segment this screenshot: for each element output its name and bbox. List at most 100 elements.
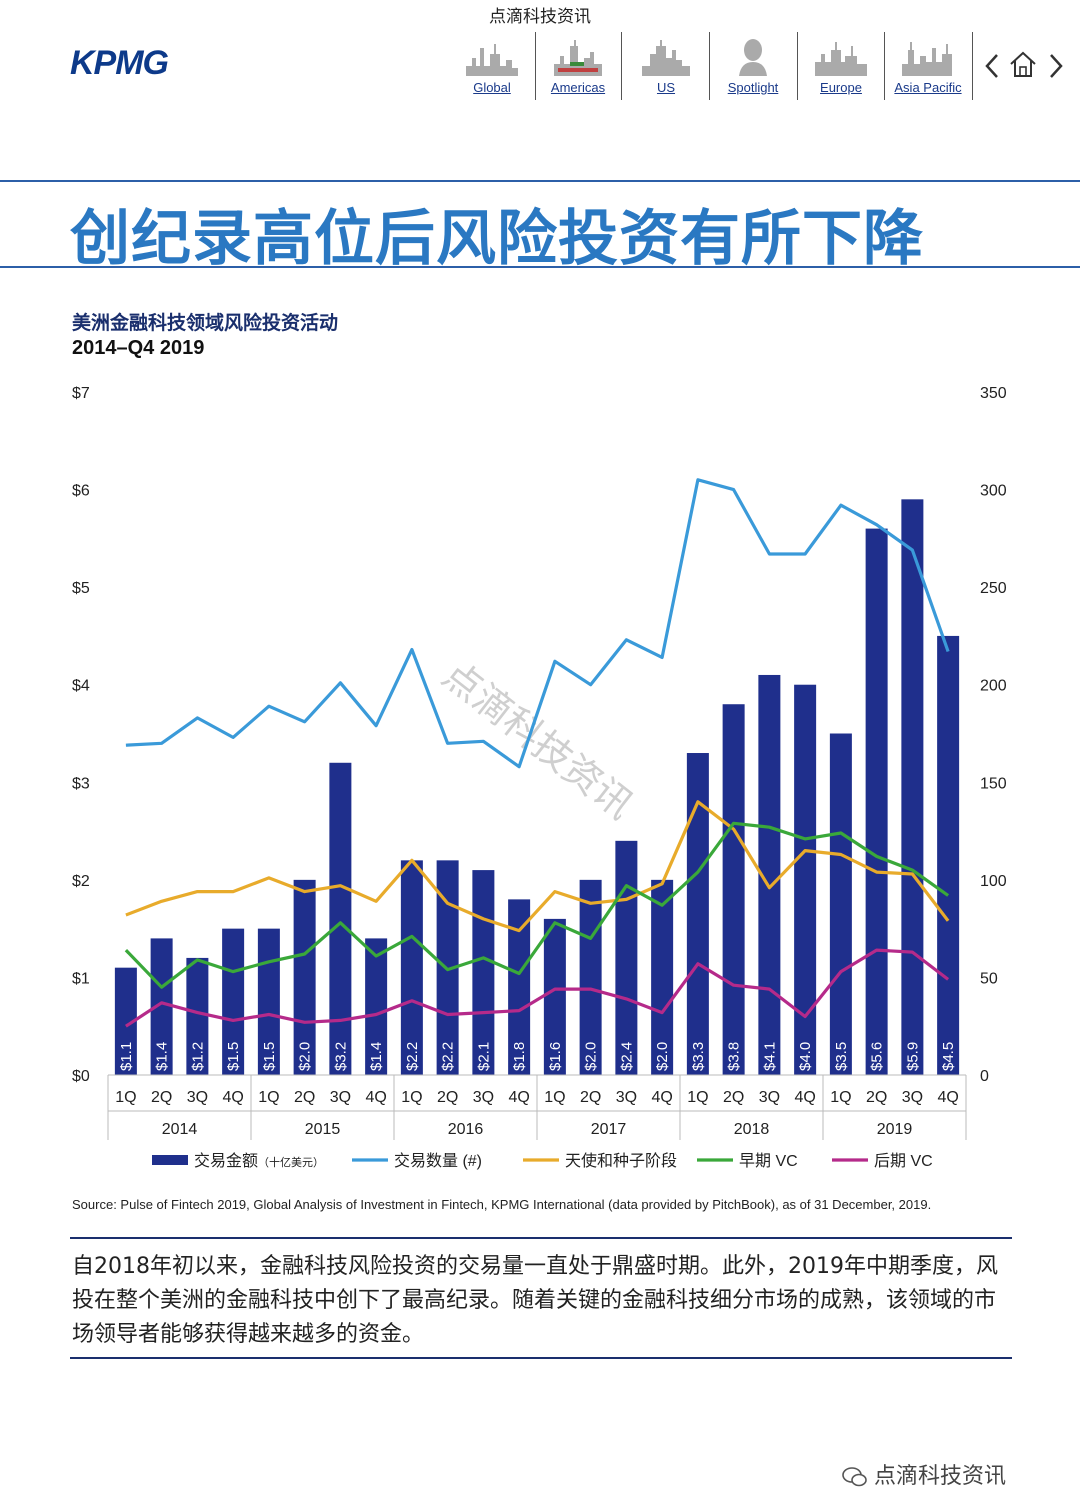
x-tick-label: 1Q <box>544 1089 565 1106</box>
bar-data-label: $2.0 <box>297 1042 314 1071</box>
x-tick-label: 3Q <box>759 1089 780 1106</box>
bar <box>150 938 173 1075</box>
x-tick-label: 1Q <box>258 1089 279 1106</box>
year-label: 2018 <box>734 1121 770 1138</box>
bar-data-label: $5.6 <box>869 1042 886 1071</box>
bar <box>257 928 280 1075</box>
x-tick-label: 3Q <box>330 1089 351 1106</box>
right-axis-tick: 200 <box>980 678 1007 695</box>
bar <box>937 635 960 1075</box>
legend-label: 早期 VC <box>739 1152 798 1170</box>
x-axis: 1Q 2Q 3Q 4Q 1Q 2Q 3Q 4Q 1Q 2Q 3Q 4Q 1Q 2Q 3Q 4Q 1Q 2Q 3Q 4Q… <box>107 1074 967 1140</box>
x-tick-label: 1Q <box>687 1089 708 1106</box>
nav-label-europe[interactable]: Europe <box>820 80 862 95</box>
right-y-axis: 0 50 100 150 200 250 300 350 <box>980 385 1007 1085</box>
nav-label-americas[interactable]: Americas <box>550 80 606 95</box>
nav-asia-pacific[interactable]: Asia Pacific <box>888 28 968 100</box>
asia-pacific-skyline-icon <box>902 42 952 76</box>
bar-data-label: $2.2 <box>440 1042 457 1071</box>
nav-us[interactable]: US <box>626 28 706 100</box>
body-top-rule <box>70 1237 1012 1239</box>
legend-label: 交易数量 (#) <box>394 1152 482 1170</box>
bar-data-label: $1.4 <box>154 1042 171 1071</box>
left-axis-tick: $2 <box>72 873 90 890</box>
year-label: 2014 <box>162 1121 198 1138</box>
nav-americas[interactable]: Americas <box>538 28 618 100</box>
bar-data-label: $3.2 <box>332 1042 349 1071</box>
right-axis-tick: 250 <box>980 580 1007 597</box>
bar-data-label: $1.5 <box>225 1042 242 1071</box>
left-axis-tick: $1 <box>72 970 90 987</box>
chevron-right-icon[interactable] <box>1048 52 1064 80</box>
bar-data-label: $5.9 <box>904 1042 921 1071</box>
nav-divider <box>621 32 622 100</box>
bar <box>794 684 817 1075</box>
americas-skyline-icon <box>554 40 602 76</box>
nav-europe[interactable]: Europe <box>801 28 881 100</box>
bar-data-label: $4.1 <box>761 1042 778 1071</box>
bar <box>651 879 674 1075</box>
nav-divider <box>709 32 710 100</box>
legend-swatch <box>152 1155 188 1165</box>
bar <box>114 967 137 1075</box>
nav-label-asia-pacific[interactable]: Asia Pacific <box>894 80 962 95</box>
x-tick-label: 3Q <box>187 1089 208 1106</box>
x-tick-label: 4Q <box>508 1089 529 1106</box>
series-line <box>125 948 950 1028</box>
bar <box>329 762 352 1075</box>
left-axis-tick: $0 <box>72 1068 90 1085</box>
x-tick-label: 4Q <box>365 1089 386 1106</box>
nav-global[interactable]: Global <box>452 28 532 100</box>
global-skyline-icon <box>466 44 518 76</box>
bar <box>186 957 209 1075</box>
series-line <box>125 800 950 933</box>
wechat-icon <box>842 1467 867 1487</box>
x-tick-label: 2Q <box>151 1089 172 1106</box>
fintech-vc-chart: 点滴科技资讯 $0$1$2$3$4$5$6$7 0501001502002503… <box>72 385 1007 1170</box>
left-axis-tick: $6 <box>72 483 90 500</box>
chart-legend: 交易金额（十亿美元） 交易数量 (#) 天使和种子阶段 早期 VC 后期 VC <box>152 1152 933 1170</box>
x-tick-label: 4Q <box>937 1089 958 1106</box>
x-tick-label: 1Q <box>830 1089 851 1106</box>
kpmg-logo: KPMG <box>70 44 169 82</box>
body-bottom-rule <box>70 1357 1012 1359</box>
nav-label-us[interactable]: US <box>656 80 676 95</box>
europe-skyline-icon <box>815 42 867 76</box>
series-line <box>124 821 950 989</box>
chevron-left-icon[interactable] <box>984 52 1000 80</box>
bar-data-label: $1.4 <box>368 1042 385 1071</box>
bar <box>222 928 245 1075</box>
spotlight-bust-icon <box>739 39 767 76</box>
right-axis-tick: 150 <box>980 775 1007 792</box>
bar <box>829 733 852 1075</box>
body-paragraph: 自2018年初以来，金融科技风险投资的交易量一直处于鼎盛时期。此外，2019年中… <box>72 1254 998 1347</box>
x-tick-label: 3Q <box>616 1089 637 1106</box>
region-nav: Global Americas US Spotlight Europe <box>452 28 1072 100</box>
bar <box>865 528 888 1075</box>
bar <box>615 840 638 1075</box>
legend-label: 天使和种子阶段 <box>565 1152 677 1170</box>
bar-data-label: $1.1 <box>118 1042 135 1071</box>
x-tick-label: 1Q <box>115 1089 136 1106</box>
x-tick-label: 2Q <box>294 1089 315 1106</box>
footer-watermark: 点滴科技资讯 <box>842 1458 1006 1490</box>
bar-data-label: $4.0 <box>797 1042 814 1071</box>
nav-spotlight[interactable]: Spotlight <box>713 28 793 100</box>
bar <box>901 499 924 1075</box>
nav-divider <box>884 32 885 100</box>
home-icon[interactable] <box>1008 50 1038 78</box>
left-axis-tick: $4 <box>72 678 90 695</box>
year-label: 2015 <box>305 1121 341 1138</box>
x-tick-label: 2Q <box>866 1089 887 1106</box>
bar-series: $1.1 $1.4 $1.2 $1.5 $1.5 $2.0 $3.2 $1.4 $2.2 $2.2… <box>114 499 960 1075</box>
line-series <box>124 478 950 1028</box>
bar <box>365 938 388 1075</box>
bar-data-label: $1.6 <box>547 1042 564 1071</box>
x-tick-label: 4Q <box>222 1089 243 1106</box>
bar-data-label: $2.4 <box>618 1042 635 1071</box>
bar-data-label: $4.5 <box>940 1042 957 1071</box>
nav-label-global[interactable]: Global <box>473 80 511 95</box>
nav-label-spotlight[interactable]: Spotlight <box>727 80 779 95</box>
bar <box>543 918 566 1075</box>
x-tick-label: 3Q <box>902 1089 923 1106</box>
